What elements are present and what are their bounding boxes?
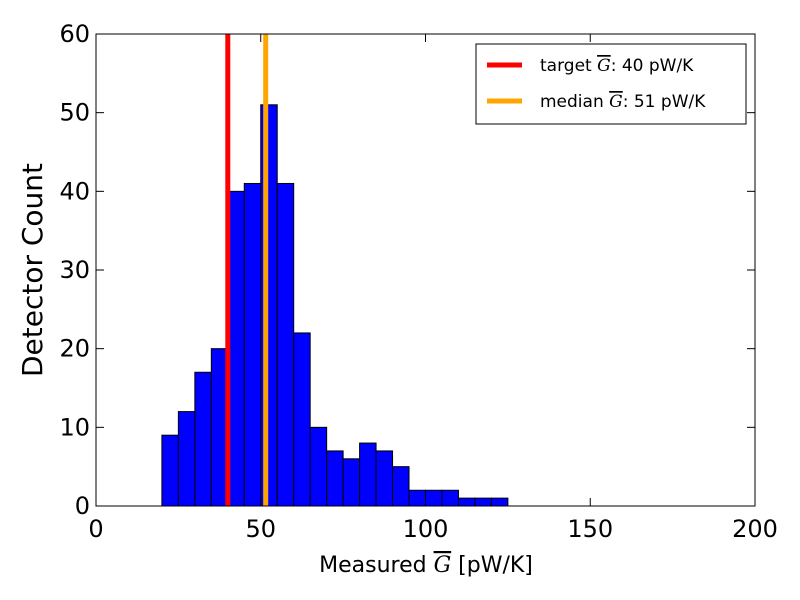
histogram-bar [490,497,509,507]
ticks-layer: 0 50 100 150 200 0 10 20 30 40 50 60 [59,20,777,543]
x-tick-label: 50 [245,515,276,543]
histogram-bar [441,489,459,507]
bars-layer [161,104,509,507]
x-tick-label: 100 [403,515,449,543]
x-axis-label: Measured G [pW/K] [319,553,533,578]
histogram-bar [243,182,262,507]
histogram-bar [425,489,443,507]
y-tick-label: 50 [59,99,90,127]
y-tick-label: 10 [59,413,90,441]
histogram-bar [161,434,179,507]
histogram-bar [375,450,394,507]
legend-entry-median: median G: 51 pW/K [540,92,706,112]
x-tick-label: 0 [88,515,103,543]
histogram-bar [342,458,361,507]
y-axis-label: Detector Count [16,163,49,377]
legend-entry-target: target G: 40 pW/K [540,56,694,76]
x-tick-label: 200 [732,515,778,543]
legend: target G: 40 pW/K median G: 51 pW/K [475,43,747,125]
histogram-bar [309,426,328,507]
histogram-bar [326,450,344,507]
histogram-bar [276,182,295,507]
x-tick-label: 150 [567,515,613,543]
histogram-bar [392,466,410,507]
histogram-bar [457,497,476,507]
y-tick-label: 60 [59,20,90,48]
y-tick-label: 20 [59,335,90,363]
histogram-bar [194,371,212,507]
histogram-bar [408,489,426,507]
labels-layer: Detector Count Measured G [pW/K] [16,163,533,578]
vlines-layer [225,34,269,506]
histogram-bar [177,411,196,507]
histogram-bar [359,442,377,507]
y-tick-label: 30 [59,256,90,284]
histogram-bar [474,497,492,507]
legend-box [475,43,747,125]
y-tick-label: 40 [59,177,90,205]
y-tick-label: 0 [75,492,90,520]
histogram-bar [293,332,311,507]
